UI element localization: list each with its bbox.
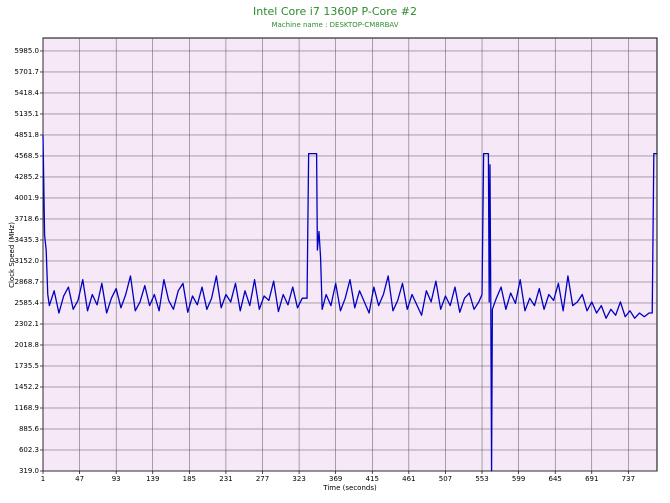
- x-tick-label: 737: [622, 475, 635, 483]
- x-tick-label: 645: [549, 475, 562, 483]
- x-tick-label: 185: [183, 475, 196, 483]
- y-tick-label: 885.6: [19, 425, 40, 433]
- x-tick-label: 231: [219, 475, 232, 483]
- y-tick-label: 1168.9: [15, 404, 40, 412]
- x-tick-label: 691: [585, 475, 598, 483]
- chart-subtitle: Machine name : DESKTOP-CM8RBAV: [271, 21, 398, 29]
- x-axis-label: Time (seconds): [322, 484, 377, 492]
- x-tick-label: 507: [439, 475, 452, 483]
- x-tick-label: 1: [41, 475, 45, 483]
- x-tick-label: 93: [112, 475, 121, 483]
- y-tick-label: 3435.3: [15, 236, 40, 244]
- y-tick-label: 5418.4: [15, 89, 40, 97]
- y-tick-label: 2302.1: [15, 320, 40, 328]
- x-tick-label: 323: [292, 475, 305, 483]
- y-axis-label: Clock Speed (MHz): [8, 222, 16, 288]
- x-tick-label: 47: [75, 475, 84, 483]
- y-tick-label: 4568.5: [15, 152, 40, 160]
- data-line: [42, 135, 657, 472]
- y-tick-label: 3718.6: [15, 215, 40, 223]
- x-tick-label: 599: [512, 475, 525, 483]
- y-tick-label: 5985.0: [15, 47, 40, 55]
- y-tick-label: 2868.7: [15, 278, 40, 286]
- x-tick-label: 461: [402, 475, 415, 483]
- chart-title: Intel Core i7 1360P P-Core #2: [253, 5, 417, 18]
- x-tick-label: 553: [475, 475, 488, 483]
- y-tick-label: 1735.5: [15, 362, 40, 370]
- y-tick-label: 4001.9: [15, 194, 40, 202]
- y-tick-label: 5135.1: [15, 110, 40, 118]
- y-tick-label: 2018.8: [15, 341, 40, 349]
- y-tick-label: 1452.2: [15, 383, 40, 391]
- x-tick-label: 139: [146, 475, 159, 483]
- x-tick-label: 415: [366, 475, 379, 483]
- y-tick-label: 4285.2: [15, 173, 40, 181]
- y-tick-label: 319.0: [19, 467, 39, 475]
- x-tick-label: 369: [329, 475, 342, 483]
- y-tick-label: 3152.0: [15, 257, 40, 265]
- y-tick-label: 5701.7: [15, 68, 40, 76]
- y-tick-label: 2585.4: [15, 299, 40, 307]
- y-tick-label: 4851.8: [15, 131, 40, 139]
- y-tick-label: 602.3: [19, 446, 39, 454]
- x-tick-label: 277: [256, 475, 269, 483]
- plot-area: [42, 37, 658, 472]
